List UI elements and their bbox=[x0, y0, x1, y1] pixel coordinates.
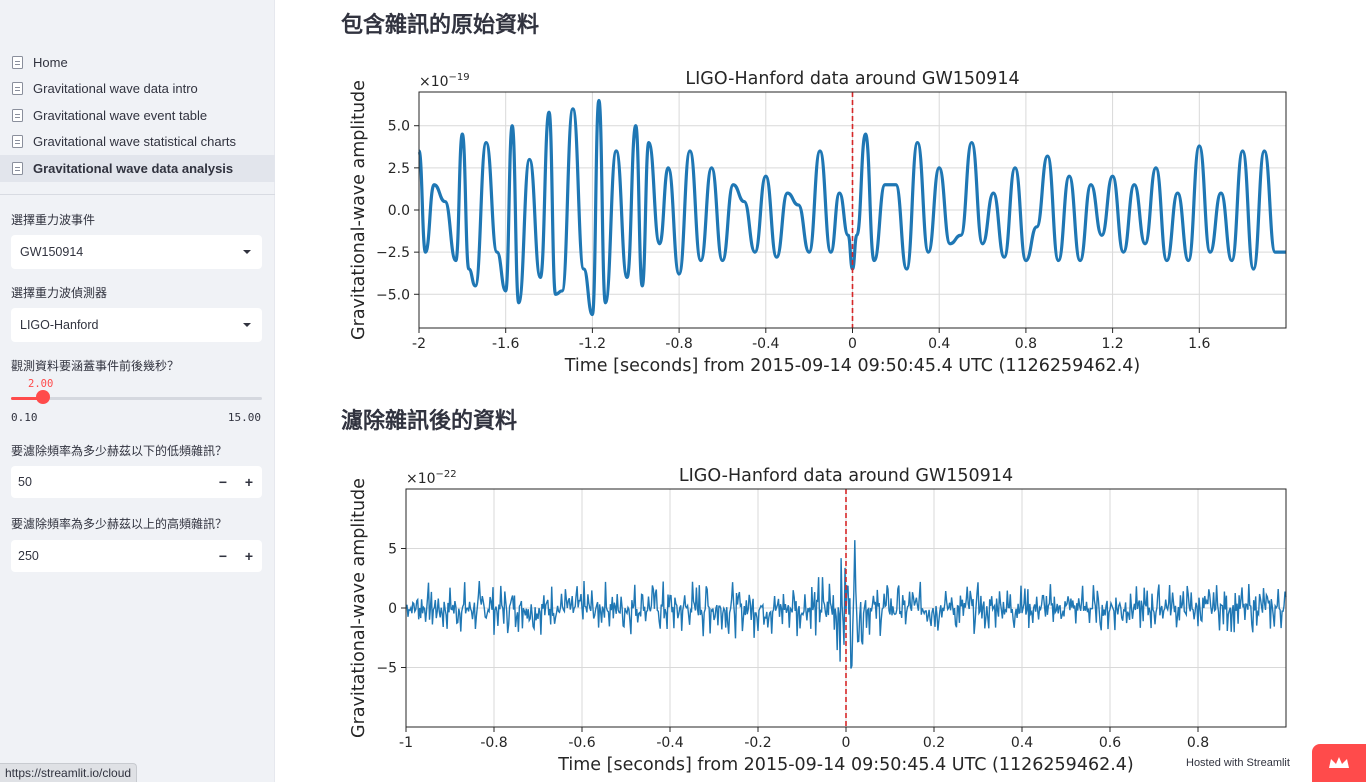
raw-data-heading: 包含雜訊的原始資料 bbox=[341, 13, 540, 38]
window-slider-thumb[interactable] bbox=[35, 390, 50, 404]
x-tick-label: -2 bbox=[412, 336, 426, 352]
x-tick-label: 1.6 bbox=[1188, 336, 1210, 352]
x-tick-label: 1.2 bbox=[1101, 336, 1123, 352]
scale-exponent: −19 bbox=[449, 72, 470, 83]
detector-select[interactable]: LIGO-Hanford bbox=[11, 308, 262, 342]
x-tick-label: -0.4 bbox=[752, 336, 779, 352]
x-tick-label: 0.8 bbox=[1015, 336, 1037, 352]
x-axis-label: Time [seconds] from 2015-09-14 09:50:45.… bbox=[557, 755, 1134, 775]
raw-strain-chart: -2 -1.6 -1.2 -0.8 -0.4 0 0.4 0.8 1.2 1.6 5.0 2.5 0.0… bbox=[349, 69, 1287, 376]
x-tick-label: -0.6 bbox=[568, 735, 595, 751]
axis-scale-factor: ×10−22 bbox=[406, 469, 457, 487]
event-select[interactable]: GW150914 bbox=[11, 235, 262, 269]
x-tick-label: -0.2 bbox=[744, 735, 771, 751]
sidebar-nav: Home Gravitational wave data intro Gravi… bbox=[0, 49, 275, 182]
low-freq-increment-button[interactable]: + bbox=[244, 474, 254, 490]
y-tick-label: 5.0 bbox=[388, 119, 410, 135]
x-tick-label: 0.4 bbox=[1011, 735, 1033, 751]
streamlit-crown-icon bbox=[1329, 757, 1349, 768]
y-tick-label: 0.0 bbox=[388, 203, 410, 219]
scale-base: ×10 bbox=[419, 74, 449, 90]
detector-select-value: LIGO-Hanford bbox=[20, 318, 99, 332]
nav-item-label: Gravitational wave data analysis bbox=[33, 160, 234, 176]
nav-item-home[interactable]: Home bbox=[0, 49, 275, 76]
axis-scale-factor: ×10−19 bbox=[419, 72, 470, 90]
x-tick-label: -1.6 bbox=[492, 336, 519, 352]
y-tick-label: 5 bbox=[388, 542, 397, 558]
event-select-label: 選擇重力波事件 bbox=[11, 213, 96, 227]
nav-item-label: Home bbox=[33, 54, 68, 70]
x-axis-label: Time [seconds] from 2015-09-14 09:50:45.… bbox=[564, 356, 1141, 376]
series-line bbox=[417, 98, 1286, 317]
nav-item-data-analysis[interactable]: Gravitational wave data analysis bbox=[0, 155, 275, 182]
filtered-strain-chart: -1 -0.8 -0.6 -0.4 -0.2 0 0.2 0.4 0.6 0.8 5 0 −5 LIGO-… bbox=[349, 466, 1287, 775]
high-freq-value[interactable]: 250 bbox=[18, 549, 39, 563]
x-tick-label: 0 bbox=[842, 735, 851, 751]
x-tick-label: -0.4 bbox=[656, 735, 683, 751]
window-slider-fill bbox=[11, 397, 43, 400]
nav-item-label: Gravitational wave event table bbox=[33, 107, 208, 123]
nav-item-statistical-charts[interactable]: Gravitational wave statistical charts bbox=[0, 129, 275, 156]
x-tick-label: 0 bbox=[848, 336, 857, 352]
page-icon bbox=[12, 82, 23, 96]
x-tick-label: -1.2 bbox=[579, 336, 606, 352]
nav-item-label: Gravitational wave data intro bbox=[33, 81, 198, 97]
low-freq-value[interactable]: 50 bbox=[18, 475, 32, 489]
y-axis-label: Gravitational-wave amplitude bbox=[349, 478, 369, 738]
y-tick-label: 0 bbox=[388, 601, 397, 617]
nav-item-event-table[interactable]: Gravitational wave event table bbox=[0, 102, 275, 129]
x-tick-label: 0.2 bbox=[923, 735, 945, 751]
window-slider-track[interactable] bbox=[11, 397, 262, 400]
high-freq-decrement-button[interactable]: − bbox=[218, 548, 228, 564]
y-tick-label: −5 bbox=[376, 661, 397, 677]
scale-base: ×10 bbox=[406, 471, 436, 487]
chevron-down-icon bbox=[243, 323, 251, 327]
high-freq-label: 要濾除頻率為多少赫茲以上的高頻雜訊？ bbox=[11, 517, 228, 531]
chart-title: LIGO-Hanford data around GW150914 bbox=[679, 466, 1013, 486]
chart-title: LIGO-Hanford data around GW150914 bbox=[685, 69, 1019, 89]
page-icon bbox=[12, 55, 23, 69]
detector-select-label: 選擇重力波偵測器 bbox=[11, 286, 108, 300]
low-freq-input[interactable]: 50 − + bbox=[11, 466, 262, 498]
page-icon bbox=[12, 161, 23, 175]
nav-item-label: Gravitational wave statistical charts bbox=[33, 134, 237, 150]
high-freq-input[interactable]: 250 − + bbox=[11, 540, 262, 572]
high-freq-increment-button[interactable]: + bbox=[244, 548, 254, 564]
y-tick-label: 2.5 bbox=[388, 161, 410, 177]
scale-exponent: −22 bbox=[436, 469, 457, 480]
low-freq-decrement-button[interactable]: − bbox=[218, 474, 228, 490]
x-tick-label: -1 bbox=[399, 735, 413, 751]
x-tick-label: -0.8 bbox=[665, 336, 692, 352]
sidebar: Home Gravitational wave data intro Gravi… bbox=[0, 0, 275, 782]
filtered-data-heading: 濾除雜訊後的資料 bbox=[341, 409, 518, 434]
x-tick-label: -0.8 bbox=[480, 735, 507, 751]
low-freq-label: 要濾除頻率為多少赫茲以下的低頻雜訊？ bbox=[11, 444, 228, 458]
page-icon bbox=[12, 135, 23, 149]
x-tick-label: 0.4 bbox=[928, 336, 950, 352]
nav-item-data-intro[interactable]: Gravitational wave data intro bbox=[0, 76, 275, 103]
chevron-down-icon bbox=[243, 250, 251, 254]
sidebar-divider bbox=[0, 194, 275, 195]
x-tick-label: 0.8 bbox=[1187, 735, 1209, 751]
window-slider-min: 0.10 bbox=[11, 411, 38, 424]
page-icon bbox=[12, 108, 23, 122]
status-url-tooltip: https://streamlit.io/cloud bbox=[0, 763, 138, 782]
window-slider-value: 2.00 bbox=[28, 378, 54, 390]
window-slider-label: 觀測資料要涵蓋事件前後幾秒？ bbox=[11, 359, 180, 373]
y-tick-label: −5.0 bbox=[376, 287, 410, 303]
y-axis-label: Gravitational-wave amplitude bbox=[349, 80, 369, 340]
y-tick-label: −2.5 bbox=[376, 245, 410, 261]
x-tick-label: 0.6 bbox=[1099, 735, 1121, 751]
event-select-value: GW150914 bbox=[20, 245, 84, 259]
streamlit-logo-button[interactable] bbox=[1312, 744, 1366, 782]
window-slider-max: 15.00 bbox=[227, 411, 261, 424]
hosted-with-streamlit-text[interactable]: Hosted with Streamlit bbox=[1186, 757, 1290, 769]
